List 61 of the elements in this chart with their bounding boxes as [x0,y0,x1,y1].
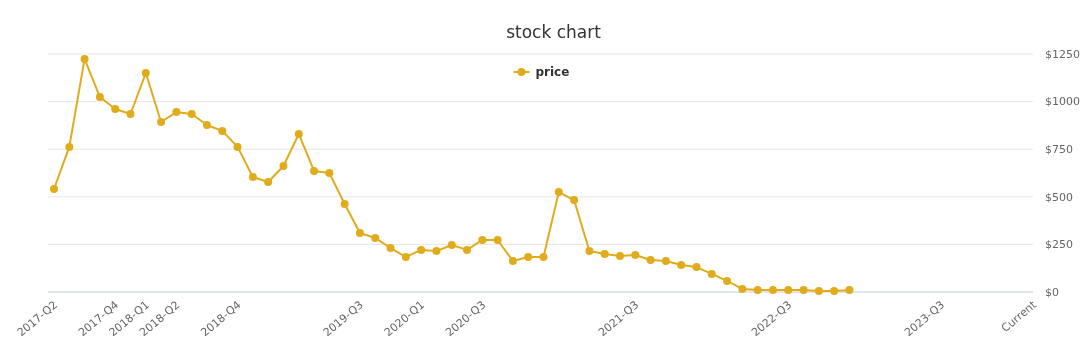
point [830,287,839,296]
point [218,126,227,135]
point [814,287,823,296]
point [279,161,288,170]
point [325,169,334,177]
point [310,166,319,175]
point [463,245,472,254]
y-tick-label: $750 [1045,143,1073,157]
point [508,256,517,265]
point [784,286,793,295]
point [65,142,74,151]
point [126,109,135,118]
point [799,286,808,295]
point [493,236,502,245]
point [768,286,777,295]
point [432,247,441,256]
point [692,263,701,272]
point [141,69,150,78]
point [386,244,395,253]
point [524,252,533,261]
point [417,245,426,254]
point [600,249,609,258]
point [554,188,563,197]
point [585,247,594,256]
point [753,286,762,295]
point [50,184,58,193]
point [478,236,487,245]
point [233,142,242,151]
point [187,109,196,118]
point [264,177,273,186]
chart-title: stock chart [506,22,602,42]
point [738,284,747,293]
point [646,256,655,265]
y-tick-label: $1000 [1045,95,1080,109]
point [248,173,257,181]
point [95,93,104,102]
point [661,256,670,265]
point [631,251,640,260]
legend-label: price [535,65,570,80]
point [172,108,181,117]
point [355,228,364,237]
point [447,240,456,249]
point [340,200,349,209]
point [202,121,211,130]
y-tick-label: $0 [1045,285,1059,299]
point [570,196,579,205]
y-tick-label: $250 [1045,238,1073,252]
y-tick-label: $500 [1045,190,1073,204]
point [401,252,410,261]
point [677,260,686,269]
point [723,276,732,285]
point [615,252,624,261]
point [80,54,89,63]
y-tick-label: $1250 [1045,47,1080,61]
point [111,105,120,114]
point [294,129,303,138]
point [845,286,854,295]
point [371,233,380,242]
point [707,269,716,278]
point [539,252,548,261]
point [157,117,166,126]
